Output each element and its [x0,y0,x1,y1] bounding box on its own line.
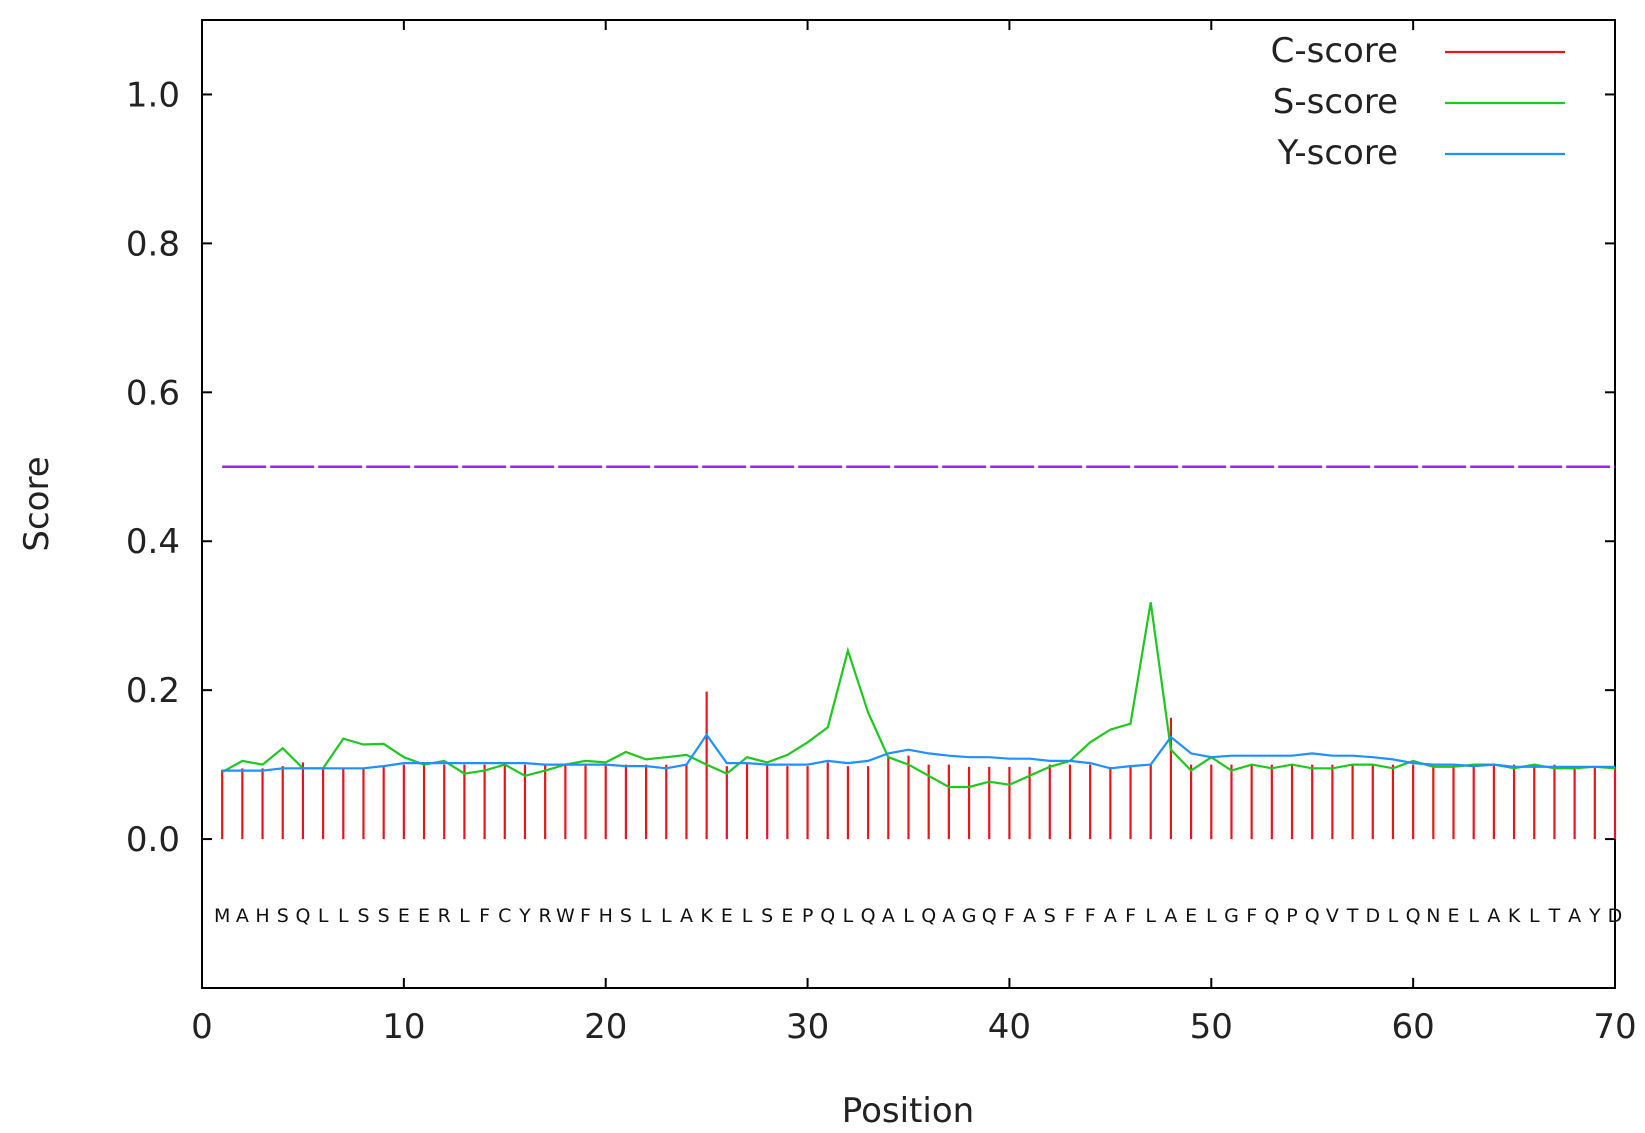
sequence-letter: V [1326,905,1339,927]
sequence-letter: S [761,905,773,927]
sequence-letter: N [1426,905,1440,927]
sequence-letter: W [556,905,575,927]
sequence-letter: L [338,905,349,927]
sequence-letter: A [1023,905,1036,927]
sequence-letter: P [802,905,813,927]
y-tick-label: 0.4 [126,522,180,562]
sequence-letter: Q [1406,905,1421,927]
sequence-letter: F [1004,905,1015,927]
sequence-letter: L [1529,905,1540,927]
y-score-line [222,732,1615,772]
sequence-letter: A [942,905,955,927]
plot-frame [201,19,1616,989]
sequence-letter: D [1608,905,1623,927]
sequence-letter: G [1224,905,1239,927]
sequence-letter: Q [1264,905,1279,927]
sequence-letter: L [1145,905,1156,927]
s-score-line [221,602,1616,789]
y-tick-label: 0.8 [126,224,180,264]
sequence-letter: F [580,905,591,927]
sequence-letter: K [700,905,713,927]
sequence-letter: L [1388,905,1399,927]
sequence-letter: D [1365,905,1380,927]
sequence-letter: E [398,905,410,927]
sequence-letter: A [1164,905,1177,927]
legend: C-score S-score Y-score [1271,31,1565,173]
sequence-letter: A [680,905,693,927]
sequence-letter: Y [1588,905,1601,927]
sequence-letter: H [255,905,269,927]
legend-label: Y-score [1277,133,1398,173]
sequence-letter: L [1468,905,1479,927]
y-axis: 0.0 0.2 0.4 0.6 0.8 1.0 [126,75,1615,860]
sequence-letter: A [1104,905,1117,927]
sequence-letter: E [781,905,793,927]
x-axis-title: Position [842,1091,974,1131]
x-tick-label: 70 [1593,1007,1636,1047]
score-lines [221,602,1616,789]
sequence-letter: L [459,905,470,927]
y-tick-label: 1.0 [126,75,180,115]
x-tick-label: 60 [1392,1007,1435,1047]
sequence-letter: F [479,905,490,927]
sequence-letter: M [214,905,230,927]
sequence-letter: K [1508,905,1521,927]
sequence-letter: S [620,905,632,927]
sequence-letter: L [318,905,329,927]
sequence-letter: F [1085,905,1096,927]
sequence-letter: Q [861,905,876,927]
y-tick-label: 0.2 [126,671,180,711]
x-tick-label: 50 [1190,1007,1233,1047]
sequence-letter: F [1125,905,1136,927]
sequence-letter: H [599,905,613,927]
sequence-letter: Q [982,905,997,927]
sequence-letter: S [277,905,289,927]
sequence-letter: R [539,905,552,927]
sequence-letter: Q [1305,905,1320,927]
sequence-letter: Q [295,905,310,927]
sequence-letter: A [1487,905,1500,927]
sequence-letter: A [1568,905,1581,927]
sequence-letter: Q [820,905,835,927]
x-axis: 0 10 20 30 40 50 60 70 [191,20,1637,1047]
sequence-letter: A [236,905,249,927]
y-tick-label: 0.0 [126,820,180,860]
sequence-letter: L [843,905,854,927]
legend-label: S-score [1273,82,1398,122]
sequence-letter: P [1286,905,1297,927]
sequence-letter: E [721,905,733,927]
sequence-letter: Y [518,905,531,927]
sequence-letter: F [1246,905,1257,927]
sequence-letter: L [742,905,753,927]
sequence-letter: T [1548,905,1561,927]
sequence-letter: C [498,905,511,927]
sequence-letter: E [1448,905,1460,927]
x-tick-label: 30 [786,1007,829,1047]
sequence-letter: G [962,905,977,927]
sequence-letter: L [1206,905,1217,927]
sequence-letter: L [641,905,652,927]
sequence-letter: E [1185,905,1197,927]
sequence-letter: T [1346,905,1359,927]
x-tick-label: 20 [584,1007,627,1047]
sequence-letter: L [903,905,914,927]
sequence-letter: R [438,905,451,927]
sequence-letter: A [882,905,895,927]
x-tick-label: 0 [191,1007,213,1047]
sequence-letter: E [418,905,430,927]
y-tick-label: 0.6 [126,373,180,413]
legend-label: C-score [1271,31,1398,71]
sequence-letter: S [378,905,390,927]
sequence-letter: F [1065,905,1076,927]
x-tick-label: 10 [382,1007,425,1047]
sequence-letter: S [1044,905,1056,927]
sequence-letter: S [357,905,369,927]
x-tick-label: 40 [988,1007,1031,1047]
y-axis-title: Score [17,456,57,551]
c-score-impulses [221,691,1617,840]
sequence-letter: L [661,905,672,927]
sequence-letter: Q [921,905,936,927]
